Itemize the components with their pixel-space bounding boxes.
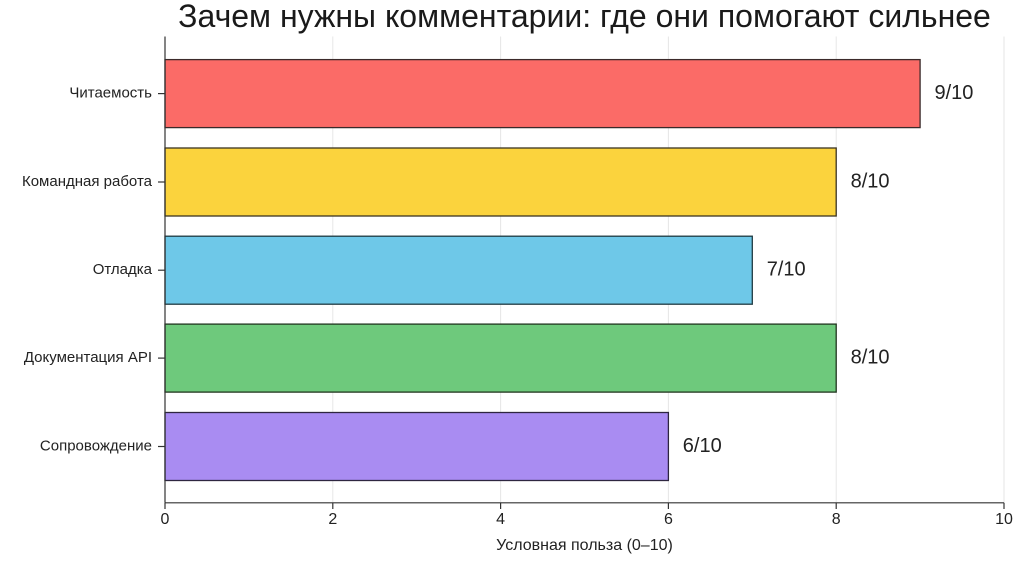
svg-text:10: 10 — [995, 511, 1013, 528]
svg-text:Документация API: Документация API — [24, 349, 152, 366]
svg-text:6: 6 — [664, 511, 673, 528]
svg-text:4: 4 — [496, 511, 505, 528]
svg-text:8: 8 — [832, 511, 841, 528]
svg-text:Условная польза (0–10): Условная польза (0–10) — [496, 537, 673, 554]
svg-text:Зачем нужны комментарии: где о: Зачем нужны комментарии: где они помогаю… — [178, 0, 991, 34]
svg-text:9/10: 9/10 — [935, 82, 974, 104]
svg-text:7/10: 7/10 — [767, 258, 806, 280]
svg-text:6/10: 6/10 — [683, 435, 722, 457]
svg-text:Читаемость: Читаемость — [69, 85, 152, 102]
svg-text:8/10: 8/10 — [851, 170, 890, 192]
svg-text:Отладка: Отладка — [93, 261, 153, 278]
svg-text:Сопровождение: Сопровождение — [40, 437, 152, 454]
svg-text:2: 2 — [328, 511, 337, 528]
svg-text:Командная работа: Командная работа — [22, 173, 153, 190]
svg-text:8/10: 8/10 — [851, 346, 890, 368]
svg-text:0: 0 — [161, 511, 170, 528]
